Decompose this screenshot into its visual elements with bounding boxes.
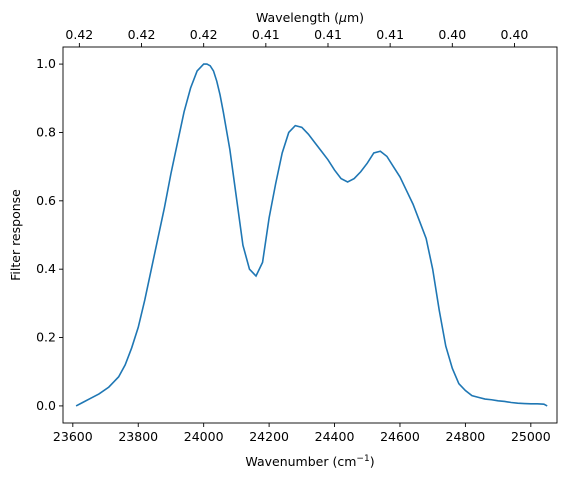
y-tick-label: 0.6 [36, 193, 56, 208]
x-axis-label: Wavenumber (cm−1) [245, 454, 374, 469]
x-axis-label-sup: −1 [356, 454, 369, 464]
x-tick-label: 24600 [380, 429, 420, 444]
top-tick-label: 0.40 [438, 27, 466, 42]
top-axis-label-end: m) [347, 10, 364, 25]
x-tick-label: 25000 [511, 429, 551, 444]
y-tick-label: 0.8 [36, 124, 56, 139]
top-axis-label-mu: μ [338, 10, 347, 25]
top-tick-label: 0.42 [128, 27, 156, 42]
bottom-axis-ticks: 23600 23800 24000 24200 24400 24600 24800 25000 [53, 423, 551, 444]
top-tick-label: 0.41 [314, 27, 342, 42]
y-tick-label: 1.0 [36, 56, 56, 71]
top-tick-label: 0.41 [376, 27, 404, 42]
top-tick-label: 0.42 [190, 27, 218, 42]
x-tick-label: 24200 [249, 429, 289, 444]
y-axis-label: Filter response [8, 189, 23, 281]
top-tick-label: 0.42 [65, 27, 93, 42]
top-tick-label: 0.41 [252, 27, 280, 42]
series-line [75, 63, 548, 407]
x-axis-label-text: Wavenumber (cm [245, 454, 356, 469]
plot-frame [62, 46, 558, 424]
x-tick-label: 24400 [315, 429, 355, 444]
y-tick-label: 0.4 [36, 261, 56, 276]
y-tick-label: 0.2 [36, 330, 56, 345]
top-axis-label-text: Wavelength ( [256, 10, 339, 25]
x-tick-label: 23600 [53, 429, 93, 444]
y-tick-label: 0.0 [36, 398, 56, 413]
x-axis-label-end: ) [370, 454, 375, 469]
x-tick-label: 24000 [184, 429, 224, 444]
left-axis-ticks: 0.0 0.2 0.4 0.6 0.8 1.0 [36, 56, 63, 413]
top-axis-label: Wavelength (μm) [256, 10, 364, 25]
top-axis-ticks: 0.42 0.42 0.42 0.41 0.41 0.41 0.40 0.40 [65, 27, 528, 47]
top-tick-label: 0.40 [501, 27, 529, 42]
x-tick-label: 23800 [118, 429, 158, 444]
x-tick-label: 24800 [446, 429, 486, 444]
